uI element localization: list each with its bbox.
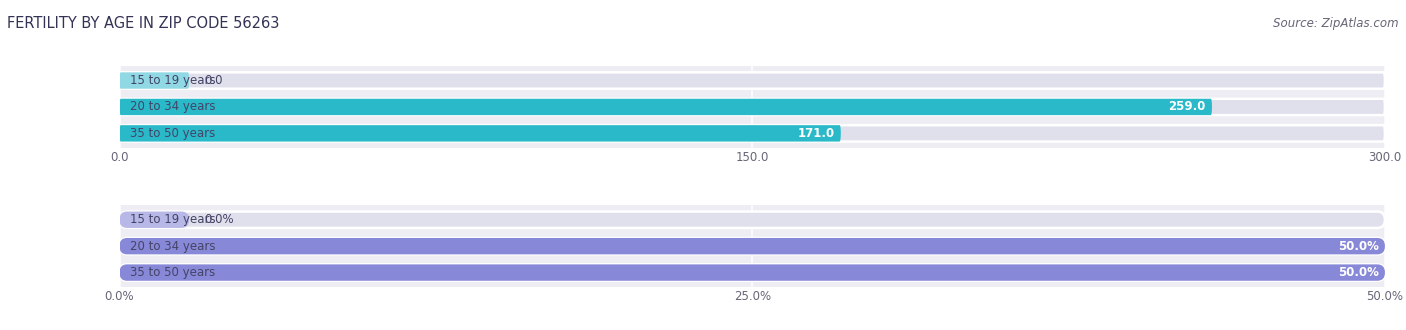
Text: 15 to 19 years: 15 to 19 years: [129, 213, 215, 226]
FancyBboxPatch shape: [120, 72, 190, 89]
FancyBboxPatch shape: [120, 72, 1385, 89]
FancyBboxPatch shape: [120, 99, 1212, 115]
Text: 0.0: 0.0: [204, 74, 222, 87]
Text: 0.0%: 0.0%: [204, 213, 233, 226]
Text: 35 to 50 years: 35 to 50 years: [129, 127, 215, 140]
FancyBboxPatch shape: [120, 125, 1385, 142]
Text: 50.0%: 50.0%: [1337, 266, 1379, 279]
FancyBboxPatch shape: [120, 264, 1385, 281]
Text: 171.0: 171.0: [797, 127, 835, 140]
Text: 20 to 34 years: 20 to 34 years: [129, 240, 215, 253]
FancyBboxPatch shape: [120, 238, 1385, 254]
FancyBboxPatch shape: [120, 212, 1385, 228]
Text: 35 to 50 years: 35 to 50 years: [129, 266, 215, 279]
Text: 20 to 34 years: 20 to 34 years: [129, 100, 215, 114]
FancyBboxPatch shape: [120, 212, 190, 228]
Text: 259.0: 259.0: [1168, 100, 1206, 114]
FancyBboxPatch shape: [120, 125, 841, 142]
FancyBboxPatch shape: [120, 238, 1385, 254]
FancyBboxPatch shape: [120, 264, 1385, 281]
Text: Source: ZipAtlas.com: Source: ZipAtlas.com: [1274, 16, 1399, 29]
Text: 50.0%: 50.0%: [1337, 240, 1379, 253]
Text: FERTILITY BY AGE IN ZIP CODE 56263: FERTILITY BY AGE IN ZIP CODE 56263: [7, 16, 280, 31]
Text: 15 to 19 years: 15 to 19 years: [129, 74, 215, 87]
FancyBboxPatch shape: [120, 99, 1385, 115]
